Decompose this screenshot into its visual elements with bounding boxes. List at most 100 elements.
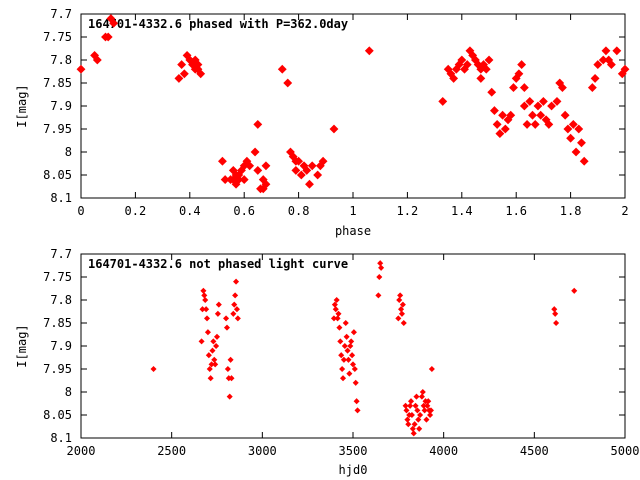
- data-point: [620, 64, 630, 74]
- data-point: [500, 124, 510, 134]
- data-point: [348, 338, 355, 345]
- data-point: [291, 165, 301, 175]
- data-point: [340, 356, 347, 363]
- data-point: [399, 301, 406, 308]
- data-point: [395, 315, 402, 322]
- y-tick-label: 7.85: [43, 316, 72, 330]
- data-point: [509, 83, 518, 93]
- data-point: [179, 69, 189, 79]
- data-point: [427, 407, 434, 414]
- data-point: [424, 402, 431, 409]
- data-point: [396, 296, 403, 304]
- data-point: [606, 60, 616, 70]
- data-point: [413, 393, 420, 400]
- x-tick-label: 4000: [429, 444, 458, 458]
- data-point: [428, 365, 435, 373]
- chart-title: 164701-4332.6 phased with P=362.0day: [88, 17, 348, 31]
- data-point: [213, 333, 221, 340]
- y-tick-label: 7.75: [43, 270, 72, 284]
- data-point: [587, 83, 597, 93]
- data-point: [553, 319, 560, 327]
- data-point: [228, 375, 235, 382]
- data-point: [196, 69, 206, 79]
- data-point: [522, 119, 532, 129]
- data-point: [423, 416, 430, 423]
- data-point: [601, 46, 611, 56]
- chart-title: 164701-4332.6 not phased light curve: [88, 257, 348, 271]
- data-point: [492, 119, 502, 129]
- data-point: [410, 430, 417, 437]
- y-tick-label: 8.1: [50, 191, 72, 205]
- data-point: [438, 96, 448, 106]
- data-point: [349, 361, 357, 368]
- x-tick-label: 1: [349, 204, 356, 218]
- y-tick-label: 7.95: [43, 122, 72, 136]
- y-tick-label: 8: [65, 145, 72, 159]
- data-point: [211, 356, 218, 363]
- x-tick-label: 0: [77, 204, 84, 218]
- data-point: [218, 156, 227, 166]
- data-point: [253, 165, 263, 175]
- data-point: [476, 73, 486, 83]
- data-point: [414, 407, 421, 414]
- data-point: [566, 133, 576, 143]
- data-point: [574, 124, 584, 134]
- data-point: [495, 129, 505, 139]
- data-point: [296, 170, 306, 180]
- data-point: [245, 161, 255, 171]
- x-axis-label: hjd0: [339, 463, 368, 477]
- data-point: [484, 55, 494, 65]
- data-point: [329, 124, 339, 134]
- data-point: [203, 306, 210, 313]
- data-point: [214, 310, 221, 317]
- data-point: [232, 292, 239, 299]
- data-point: [261, 161, 271, 171]
- data-point: [408, 398, 415, 405]
- data-point: [544, 119, 554, 129]
- x-tick-label: 4500: [520, 444, 549, 458]
- data-point: [593, 60, 603, 70]
- data-point: [552, 96, 562, 106]
- data-point: [353, 398, 360, 405]
- data-point: [462, 60, 472, 70]
- x-tick-label: 0.4: [179, 204, 201, 218]
- data-point: [343, 333, 350, 340]
- data-point: [336, 324, 343, 331]
- data-point: [239, 175, 249, 185]
- data-point: [223, 315, 230, 322]
- data-point: [174, 73, 184, 83]
- data-point: [427, 411, 434, 419]
- data-point: [352, 379, 359, 386]
- data-point: [313, 170, 323, 180]
- data-point: [376, 273, 383, 281]
- data-point: [568, 119, 578, 129]
- data-point: [408, 411, 415, 419]
- data-point: [487, 87, 497, 97]
- panel-unphased: 2000 2500 3000 3500 4000 4500 5000 7.7 7.75 7.8 7.…: [15, 247, 639, 477]
- data-point: [350, 329, 357, 336]
- data-point: [103, 32, 113, 42]
- data-point: [579, 156, 589, 166]
- data-point: [76, 64, 86, 74]
- y-tick-label: 7.9: [50, 99, 72, 113]
- y-tick-label: 7.95: [43, 362, 72, 376]
- x-tick-label: 1.6: [505, 204, 527, 218]
- y-tick-label: 8.05: [43, 408, 72, 422]
- data-point: [400, 319, 407, 327]
- data-point: [234, 315, 241, 322]
- data-point: [261, 179, 271, 189]
- y-tick-label: 7.85: [43, 76, 72, 90]
- data-point: [552, 310, 559, 317]
- x-axis-label: phase: [335, 224, 371, 238]
- data-point: [346, 370, 353, 377]
- data-point: [302, 165, 312, 175]
- data-point: [334, 315, 341, 322]
- data-point: [206, 365, 213, 373]
- data-point: [377, 260, 384, 267]
- x-tick-label: 1.2: [397, 204, 419, 218]
- data-point: [405, 421, 412, 428]
- data-point: [200, 287, 207, 294]
- y-tick-label: 8.1: [50, 431, 72, 445]
